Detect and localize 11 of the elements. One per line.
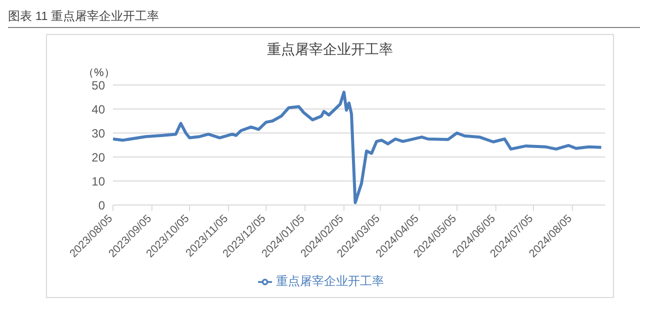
y-tick-label: 30	[92, 126, 106, 140]
y-tick-label: 40	[92, 102, 106, 116]
chart-title: 重点屠宰企业开工率	[266, 41, 394, 59]
text: 图表 11 重点屠宰企业开工率	[8, 8, 640, 28]
y-tick-label: 50	[92, 78, 106, 92]
y-axis-title: （%）	[83, 66, 115, 80]
y-tick-label: 20	[92, 150, 106, 164]
y-tick-label: 0	[98, 198, 106, 212]
line-series	[113, 90, 603, 204]
legend-label: 重点屠宰企业开工率	[276, 274, 384, 288]
y-tick-label: 10	[92, 174, 106, 188]
